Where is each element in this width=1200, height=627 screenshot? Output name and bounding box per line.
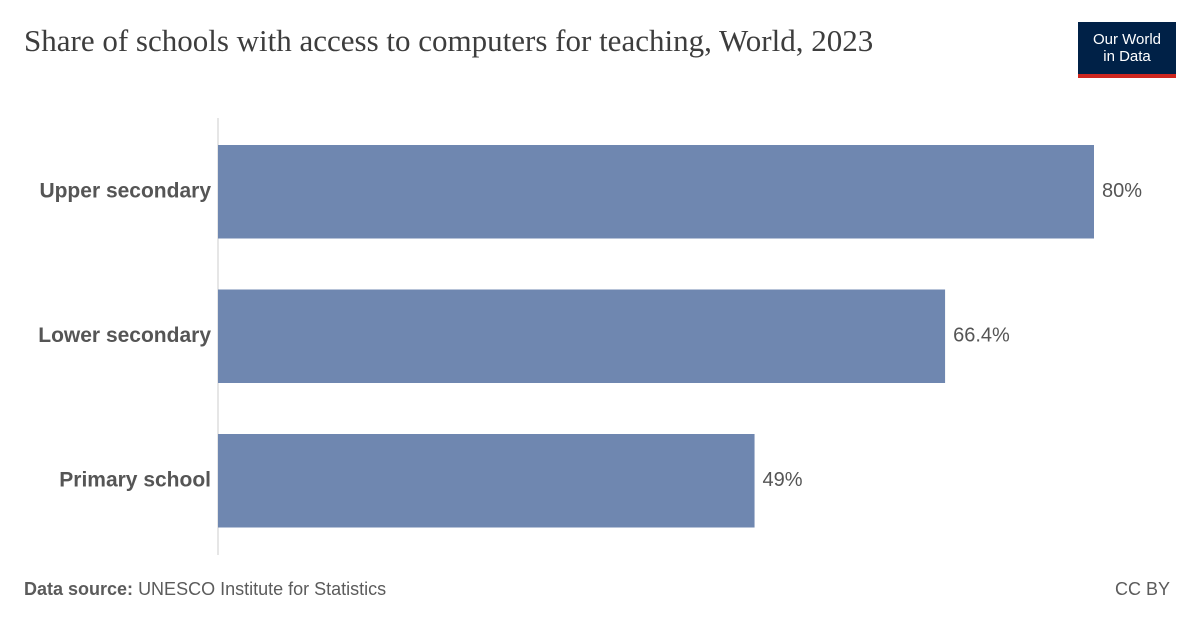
source-label: Data source: (24, 579, 134, 599)
value-label: 80% (1102, 180, 1142, 202)
category-label: Primary school (59, 468, 211, 491)
bar (218, 289, 946, 383)
bar (218, 145, 1094, 239)
source-text: UNESCO Institute for Statistics (138, 579, 387, 599)
source: Data source: UNESCO Institute for Statis… (24, 579, 386, 600)
category-label: Lower secondary (38, 324, 211, 347)
bar (218, 434, 755, 528)
license[interactable]: CC BY (1114, 579, 1170, 599)
logo-line: in Data (1103, 48, 1151, 65)
value-label: 49% (763, 469, 803, 491)
category-label: Upper secondary (39, 179, 211, 202)
logo-line: Our World (1092, 31, 1162, 48)
value-label: 66.4% (953, 325, 1010, 347)
logo[interactable]: Our World in Data (1078, 22, 1176, 78)
chart-title: Share of schools with access to computer… (24, 23, 874, 58)
